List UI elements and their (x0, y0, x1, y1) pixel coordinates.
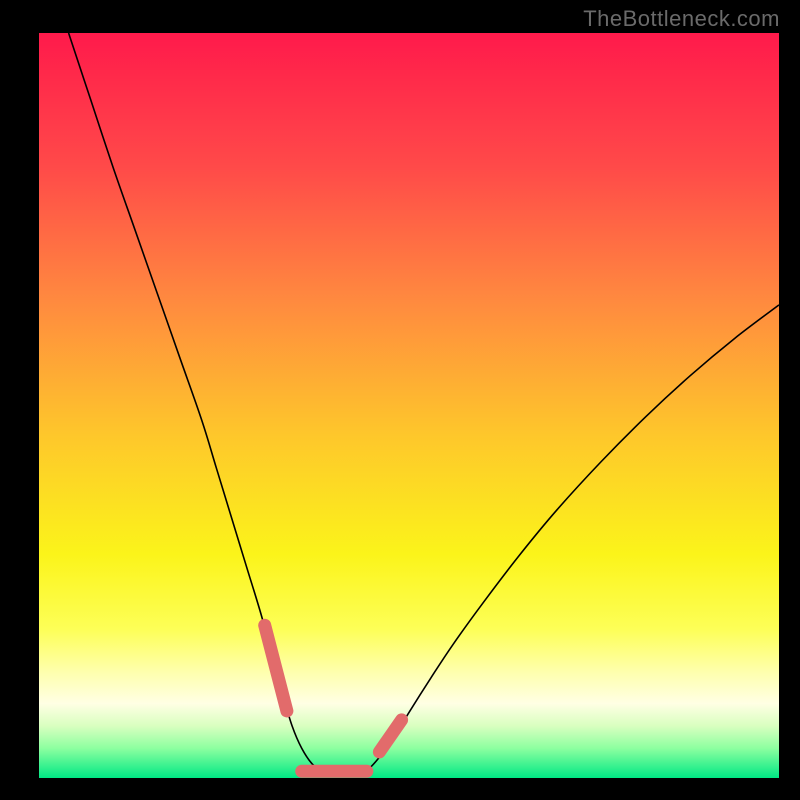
plot-area (39, 33, 779, 778)
gradient-background (39, 33, 779, 778)
plot-svg (39, 33, 779, 778)
chart-canvas: TheBottleneck.com (0, 0, 800, 800)
watermark-text: TheBottleneck.com (583, 6, 780, 32)
